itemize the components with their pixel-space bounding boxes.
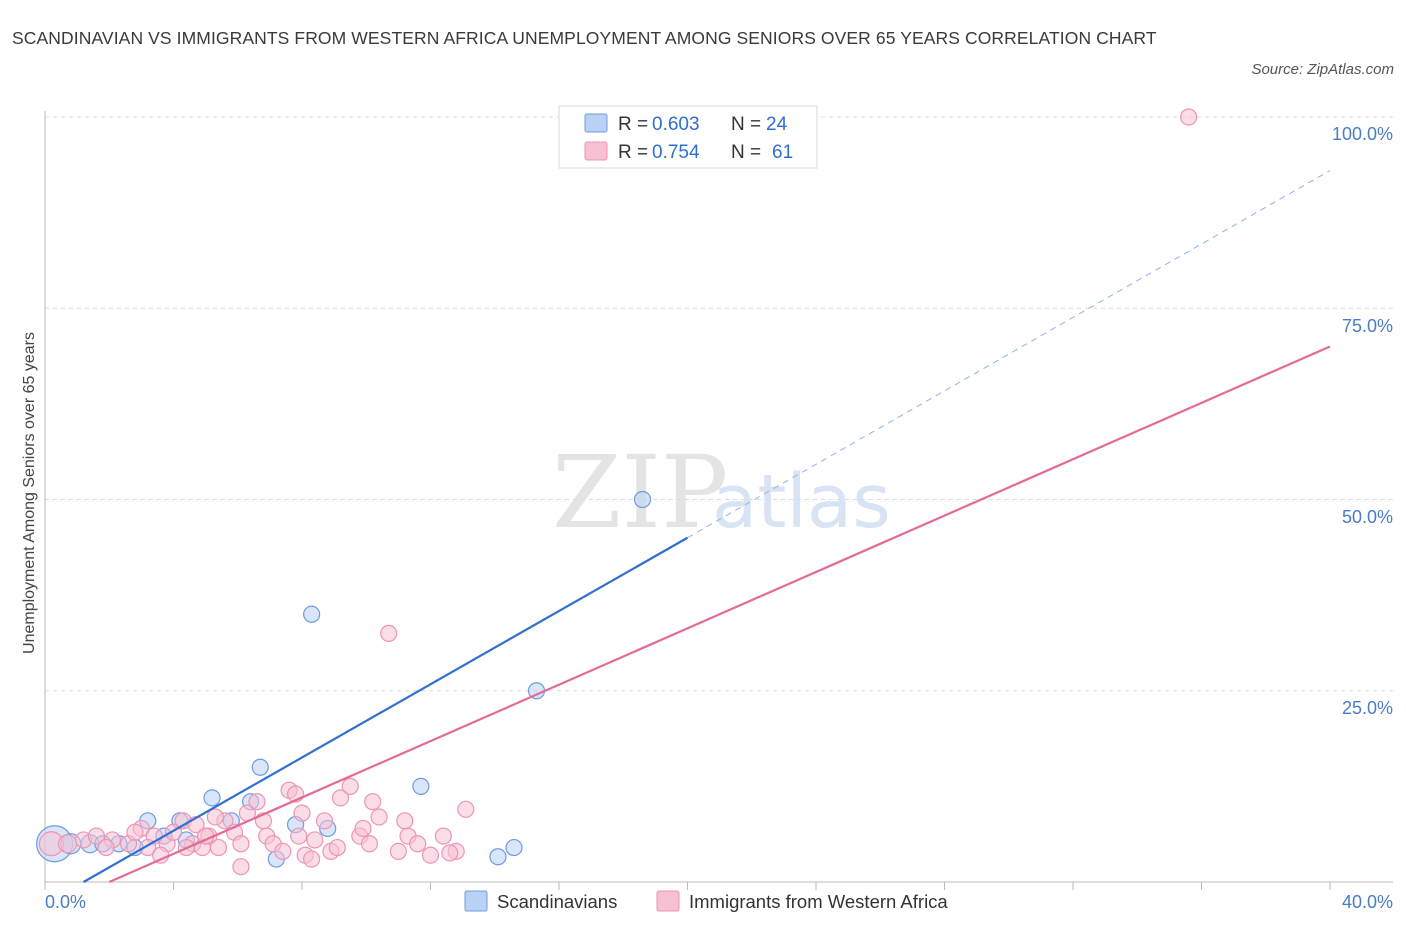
series-legend-label-scandinavians: Scandinavians — [497, 891, 617, 912]
point-scandinavian-19 — [489, 848, 507, 866]
x-tick-0: 0.0% — [45, 892, 86, 912]
legend-swatch-blue — [584, 113, 608, 133]
y-axis-label: Unemployment Among Seniors over 65 years — [21, 332, 38, 654]
trend-line-scandinavians — [83, 536, 689, 883]
point-western-africa-19 — [248, 793, 266, 811]
point-western-africa-17 — [232, 835, 250, 853]
point-western-africa-1 — [57, 834, 78, 854]
gridlines — [45, 116, 1393, 692]
point-western-africa-50 — [126, 823, 144, 841]
point-western-africa-53 — [293, 804, 311, 822]
point-western-africa-34 — [380, 624, 398, 642]
point-scandinavian-13 — [251, 758, 269, 776]
watermark-atlas: atlas — [712, 459, 891, 545]
point-western-africa-49 — [364, 793, 382, 811]
source-label: Source: ZipAtlas.com — [1251, 61, 1394, 78]
y-tick-75: 75.0% — [1342, 316, 1393, 336]
legend-n-label-blue: N = — [731, 114, 761, 135]
legend-swatch-pink — [584, 141, 608, 161]
legend-r-value-blue: 0.603 — [652, 114, 700, 135]
point-scandinavian-22 — [633, 490, 652, 509]
point-western-africa-32 — [360, 835, 379, 853]
stats-legend: R = 0.603 N = 24 R = 0.754 N = 61 — [558, 105, 818, 169]
point-western-africa-22 — [274, 842, 292, 861]
y-tick-25: 25.0% — [1342, 698, 1393, 718]
point-western-africa-37 — [409, 835, 427, 853]
point-western-africa-30 — [341, 777, 359, 795]
point-scandinavian-10 — [203, 789, 221, 807]
point-western-africa-27 — [315, 812, 334, 830]
point-western-africa-38 — [421, 846, 440, 864]
series-legend-swatch-scandinavians — [464, 890, 488, 912]
point-western-africa-54 — [441, 844, 459, 862]
point-western-africa-44 — [328, 838, 346, 857]
x-tick-40: 40.0% — [1342, 892, 1393, 912]
point-western-africa-39 — [434, 827, 452, 845]
series-legend: Scandinavians Immigrants from Western Af… — [464, 890, 948, 912]
point-western-africa-55 — [354, 819, 372, 838]
point-western-africa-29 — [331, 789, 350, 807]
legend-n-value-pink: 61 — [772, 142, 793, 163]
point-scandinavian-20 — [505, 838, 523, 857]
series-legend-label-western-africa: Immigrants from Western Africa — [689, 891, 948, 912]
point-western-africa-56 — [396, 812, 414, 830]
axes — [44, 111, 1393, 883]
legend-r-value-pink: 0.754 — [652, 142, 700, 163]
series-legend-swatch-western-africa — [656, 890, 680, 912]
trend-line-scandinavians-extension — [687, 170, 1331, 539]
point-scandinavian-16 — [303, 605, 321, 623]
point-western-africa-35 — [389, 842, 407, 861]
y-tick-100: 100.0% — [1332, 124, 1393, 144]
point-western-africa-42 — [232, 858, 250, 876]
point-western-africa-60 — [1180, 108, 1198, 126]
point-western-africa-3 — [87, 827, 106, 845]
trend-line-western-africa — [108, 345, 1331, 884]
legend-n-label-pink: N = — [731, 142, 761, 163]
legend-r-label-pink: R = — [618, 142, 648, 163]
point-western-africa-47 — [206, 808, 224, 826]
chart-title: SCANDINAVIAN VS IMMIGRANTS FROM WESTERN … — [12, 28, 1157, 48]
point-western-africa-26 — [306, 831, 324, 849]
point-western-africa-51 — [97, 838, 115, 857]
legend-n-value-blue: 24 — [766, 114, 788, 135]
legend-r-label-blue: R = — [618, 114, 648, 135]
x-ticks — [44, 882, 1331, 890]
point-scandinavian-18 — [412, 777, 430, 795]
trend-lines — [83, 170, 1331, 884]
y-tick-50: 50.0% — [1342, 507, 1393, 527]
point-western-africa-24 — [290, 827, 308, 845]
point-western-africa-14 — [209, 838, 228, 857]
point-western-africa-43 — [303, 850, 321, 868]
point-western-africa-33 — [370, 808, 388, 826]
point-western-africa-41 — [457, 800, 475, 818]
